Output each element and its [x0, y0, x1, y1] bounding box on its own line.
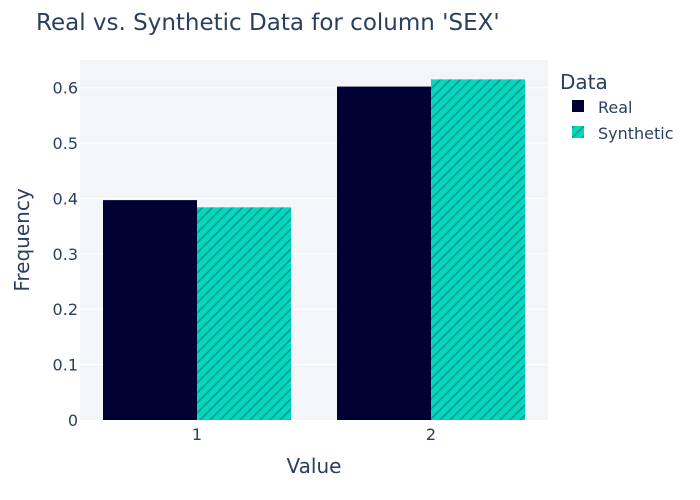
bar-real-2[interactable]	[337, 86, 431, 420]
legend-swatch-synthetic[interactable]	[572, 126, 584, 138]
x-tick-label: 1	[192, 425, 202, 444]
legend-label-synthetic[interactable]: Synthetic	[598, 124, 674, 143]
chart-title: Real vs. Synthetic Data for column 'SEX'	[36, 10, 500, 36]
y-tick-label: 0	[68, 411, 78, 430]
bar-synthetic-2[interactable]	[431, 79, 525, 420]
y-tick-label: 0.4	[53, 189, 78, 208]
bar-real-1[interactable]	[103, 200, 197, 420]
y-tick-label: 0.1	[53, 356, 78, 375]
legend-label-real[interactable]: Real	[598, 98, 633, 117]
x-axis-title: Value	[287, 454, 342, 478]
y-tick-label: 0.3	[53, 245, 78, 264]
y-tick-label: 0.5	[53, 134, 78, 153]
legend-title: Data	[560, 70, 608, 94]
y-axis-ticks: 0 0.1 0.2 0.3 0.4 0.5 0.6	[53, 79, 78, 430]
bar-synthetic-1[interactable]	[197, 207, 291, 420]
legend: Data Real Synthetic	[560, 70, 674, 143]
y-axis-title: Frequency	[10, 188, 34, 291]
y-tick-label: 0.2	[53, 300, 78, 319]
y-tick-label: 0.6	[53, 79, 78, 98]
bars	[103, 79, 525, 420]
x-tick-label: 2	[426, 425, 436, 444]
legend-swatch-real[interactable]	[572, 100, 584, 112]
